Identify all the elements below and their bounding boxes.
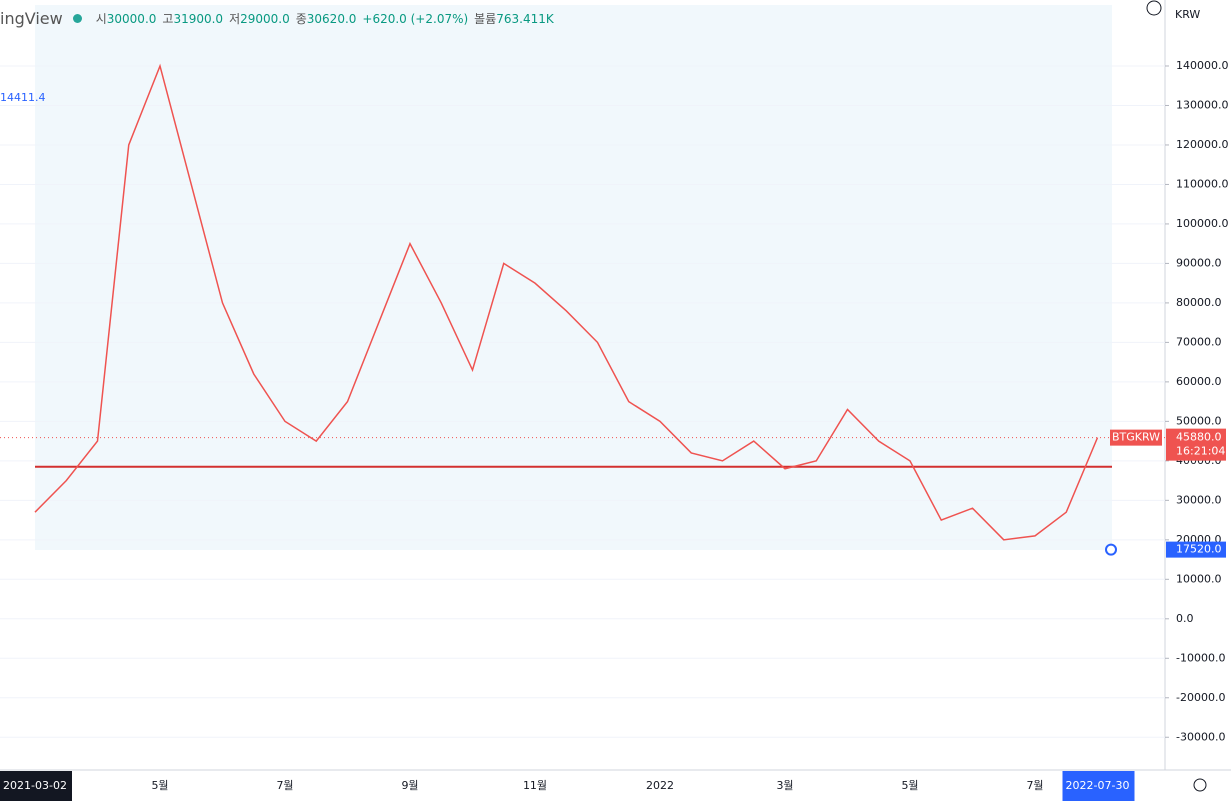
currency[interactable]: KRW (1175, 8, 1201, 21)
y-tick-label: 50000.0 (1176, 414, 1222, 427)
ohlc-item: 저29000.0 (229, 10, 290, 27)
x-tick-label: 2022 (646, 779, 674, 792)
indicator-value: 14411.4 (0, 91, 46, 104)
settings-button[interactable] (1193, 778, 1207, 792)
x-tick-label: 3월 (776, 779, 793, 792)
x-tick-label: 11월 (523, 779, 547, 792)
symbol-label: BTGKRW (1112, 431, 1160, 444)
x-tick-label: 2021-03-02 (3, 779, 67, 792)
ohlc-label: 고 (162, 12, 174, 26)
range-area (35, 5, 1112, 550)
y-tick-label: 110000.0 (1176, 177, 1229, 190)
y-tick-label: -20000.0 (1176, 691, 1225, 704)
y-tick-label: 100000.0 (1176, 217, 1229, 230)
ohlc-item: 종30620.0 (296, 10, 357, 27)
ohlc-item: 고31900.0 (162, 10, 223, 27)
status-dot (72, 14, 82, 23)
ohlc-item: 시30000.0 (96, 10, 157, 27)
y-tick-label: 10000.0 (1176, 572, 1222, 585)
countdown: 16:21:04 (1176, 445, 1225, 458)
y-tick-label: 140000.0 (1176, 59, 1229, 72)
y-tick-label: -10000.0 (1176, 651, 1225, 664)
y-tick-label: 90000.0 (1176, 256, 1222, 269)
low-marker-box (1166, 541, 1226, 558)
ohlc-value: 29000.0 (240, 12, 290, 26)
volume-value: 763.411K (496, 11, 554, 26)
x-tick-label: 5월 (901, 779, 918, 792)
ohlc-label: 시 (95, 12, 107, 26)
y-tick-label: 80000.0 (1176, 296, 1222, 309)
zoom-button[interactable] (1146, 0, 1162, 16)
time-label-box (1062, 771, 1135, 801)
time-label-box (0, 771, 72, 801)
x-tick-label: 2022-07-30 (1066, 779, 1130, 792)
last-price-label: 45880.0 (1176, 431, 1222, 444)
ohlc-value: 31900.0 (173, 12, 224, 26)
y-tick-label: -30000.0 (1176, 730, 1225, 743)
ohlc-label: 저 (229, 12, 241, 26)
x-tick-label: 5월 (151, 779, 168, 792)
ohlc-value: 30000.0 (106, 12, 157, 26)
low-marker (1105, 543, 1117, 556)
ohlc-label: 종 (295, 12, 307, 26)
volume-label: 볼륨 (474, 12, 497, 26)
symbol-box (1110, 429, 1162, 446)
ohlc: 시30000.0 고31900.0 저29000.0 종30620.0 (96, 10, 357, 27)
y-tick-label: 30000.0 (1176, 493, 1222, 506)
y-tick-label: 120000.0 (1176, 138, 1229, 151)
x-tick-label: 9월 (401, 779, 418, 792)
ohlc-value: 30620.0 (306, 12, 357, 26)
x-tick-label: 7월 (1026, 779, 1043, 792)
y-tick-label: 70000.0 (1176, 335, 1222, 348)
x-tick-label: 7월 (276, 779, 293, 792)
header: ingView 시30000.0 고31900.0 저29000.0 종30620.0… (0, 9, 554, 28)
last-price-box (1166, 428, 1226, 461)
price-line (34, 63, 1099, 541)
low-marker-label: 17520.0 (1176, 543, 1222, 556)
change: +620.0 (+2.07%) (362, 11, 469, 26)
brand: ingView (0, 9, 63, 28)
y-tick-label: 0.0 (1176, 612, 1194, 625)
y-tick-label: 130000.0 (1176, 98, 1229, 111)
y-tick-label: 60000.0 (1176, 375, 1222, 388)
price-axis-panel (1165, 0, 1231, 770)
